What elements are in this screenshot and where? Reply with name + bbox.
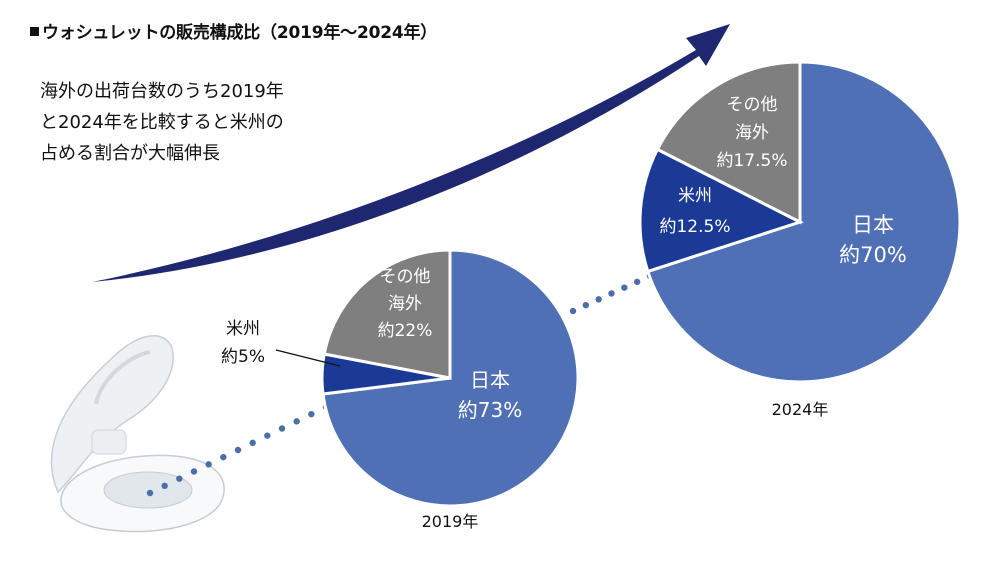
trend-dot: [205, 461, 212, 468]
trend-dot: [308, 410, 315, 418]
description: 海外の出荷台数のうち2019年 と2024年を比較すると米州の 占める割合が大幅…: [40, 76, 284, 169]
trend-dot: [146, 489, 154, 497]
chart-title: ウォシュレットの販売構成比（2019年～2024年）: [30, 18, 437, 43]
slice-value-americas: 約12.5%: [659, 217, 730, 237]
slice-value-japan: 約73%: [458, 398, 522, 422]
description-line-2: と2024年を比較すると米州の: [40, 112, 284, 133]
slice-value-japan: 約70%: [839, 243, 907, 267]
trend-dot: [249, 439, 256, 447]
growth-arrow-icon: [92, 24, 730, 282]
trend-dot: [190, 468, 198, 475]
slice-name-other: 海外: [388, 294, 422, 314]
slice-name-other: その他: [727, 95, 778, 115]
trend-dot: [633, 278, 641, 286]
pie-slice-other: [322, 248, 452, 380]
slice-name-japan: 日本: [852, 213, 894, 237]
pie-slice-other: [655, 60, 802, 225]
slice-name-other: その他: [380, 267, 431, 287]
slice-name-americas: 米州: [678, 186, 712, 206]
pie-slice-americas: [638, 147, 804, 274]
trend-dot: [569, 307, 577, 315]
trend-dot: [220, 453, 227, 461]
trend-dot: [595, 296, 602, 303]
slice-value-other: 約22%: [378, 321, 433, 341]
trend-dot: [582, 301, 590, 309]
trend-dot: [264, 432, 271, 439]
description-line-1: 海外の出荷台数のうち2019年: [40, 81, 284, 102]
trend-dot: [176, 475, 183, 482]
chart-title-text: ウォシュレットの販売構成比（2019年～2024年）: [42, 23, 438, 43]
year-label: 2019年: [422, 512, 479, 531]
trend-dot: [161, 482, 168, 490]
slice-name-japan: 日本: [470, 368, 510, 392]
slice-name-americas: 米州: [226, 319, 260, 339]
trend-dot: [278, 425, 286, 432]
slice-value-other: 約17.5%: [716, 151, 787, 171]
bullet-square-icon: [30, 27, 39, 36]
slice-value-americas: 約5%: [221, 347, 265, 367]
trend-dot: [608, 290, 615, 297]
toilet-seat-illustration: [50, 335, 225, 533]
year-label: 2024年: [772, 400, 829, 419]
trend-dot: [293, 418, 300, 425]
description-line-3: 占める割合が大幅伸長: [40, 143, 220, 164]
trend-dot: [234, 446, 242, 454]
leader-line-americas: [275, 349, 341, 367]
pie-slice-japan: [645, 60, 962, 384]
trend-dot: [621, 284, 628, 291]
slice-name-other: 海外: [735, 123, 769, 143]
